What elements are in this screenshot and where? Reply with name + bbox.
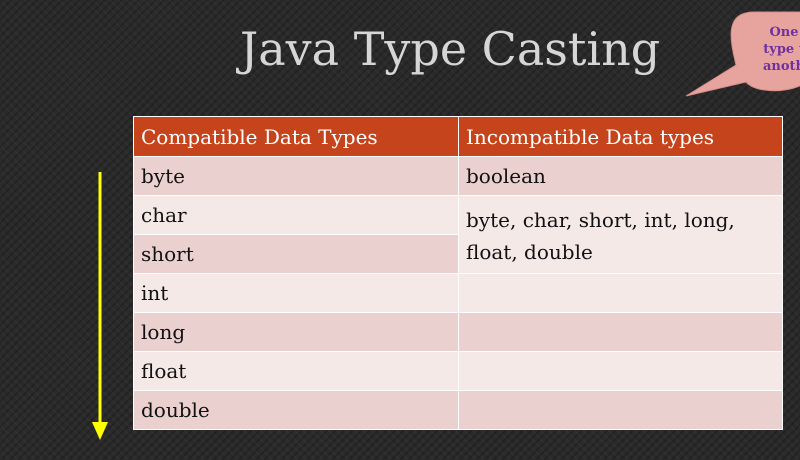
compatible-cell: int [133,273,459,313]
table-row: byte boolean [133,156,783,196]
incompatible-cell: byte, char, short, int, long, float, dou… [458,195,783,274]
compatible-cell: short [133,234,459,274]
compatible-cell: long [133,312,459,352]
header-incompatible: Incompatible Data types [458,116,783,157]
type-compatibility-table: Compatible Data Types Incompatible Data … [133,116,783,430]
compatible-cell: char [133,195,459,235]
compatible-cell: byte [133,156,459,196]
table-header-row: Compatible Data Types Incompatible Data … [133,116,783,157]
table-row: short [133,234,783,274]
empty-cell [458,390,783,430]
empty-cell [458,312,783,352]
compatible-cell: double [133,390,459,430]
empty-cell [458,273,783,313]
empty-cell [458,351,783,391]
speech-bubble-callout: One type t anoth [684,10,800,105]
incompatible-cell: boolean [458,156,783,196]
table-row: long [133,312,783,352]
callout-line: One [769,25,799,40]
callout-text: One type t anoth [734,24,800,75]
callout-line: type t [763,42,800,57]
table-row: int [133,273,783,313]
callout-line: anoth [762,59,800,74]
compatible-cell: float [133,351,459,391]
header-compatible: Compatible Data Types [133,116,459,157]
table-row: char byte, char, short, int, long, float… [133,195,783,274]
slide-title: Java Type Casting [239,22,661,76]
table-row: float [133,351,783,391]
down-arrow-icon [92,172,108,440]
table-row: double [133,390,783,430]
